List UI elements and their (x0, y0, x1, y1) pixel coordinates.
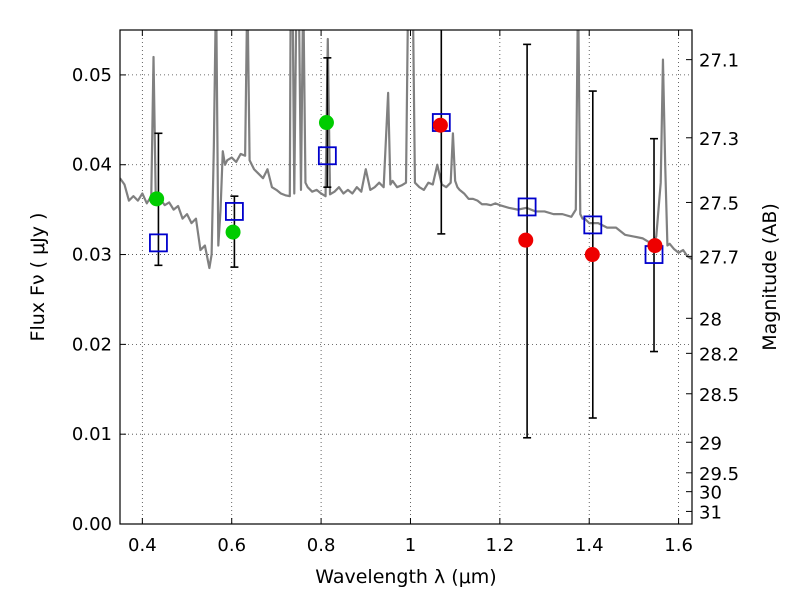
square-marker-1 (224, 202, 244, 221)
plot-area (120, 30, 692, 439)
y-tick-label-1: 0.01 (72, 424, 112, 445)
green-circle-marker-0 (149, 191, 165, 207)
x-tick-label-1: 0.6 (217, 535, 246, 556)
right-tick-label-8: 29.5 (699, 464, 739, 485)
right-tick-label-0: 27.1 (699, 51, 739, 72)
right-tick-label-9: 30 (699, 483, 722, 504)
x-tick-label-4: 1.2 (486, 535, 515, 556)
right-tick-label-4: 28 (699, 309, 722, 330)
x-tick-label-0: 0.4 (128, 535, 157, 556)
y-tick-label-5: 0.05 (72, 65, 112, 86)
axis-ticks: 0.4 0.6 0.8 1 1.2 1.4 1.6 0.00 0.01 0.02 0.03 0.04 0… (72, 30, 739, 556)
x-axis-label: Wavelength λ (μm) (315, 566, 496, 588)
right-tick-label-3: 27.7 (699, 247, 739, 268)
square-marker-5 (583, 215, 603, 235)
square-marker-0 (149, 233, 168, 253)
right-tick-label-7: 29 (699, 433, 722, 454)
y-tick-label-3: 0.03 (72, 245, 112, 266)
right-tick-label-2: 27.5 (699, 193, 739, 214)
y-axis-label: Flux Fν ( μJy ) (27, 213, 49, 342)
x-tick-label-6: 1.6 (664, 535, 693, 556)
green-circle-marker-2 (318, 115, 334, 131)
right-tick-label-10: 31 (699, 502, 722, 523)
right-tick-label-1: 27.3 (699, 129, 739, 150)
x-tick-label-5: 1.4 (575, 535, 604, 556)
model-spectrum-line (120, 30, 692, 270)
right-tick-label-5: 28.2 (699, 344, 739, 365)
x-tick-label-2: 0.8 (307, 535, 336, 556)
y-tick-label-0: 0.00 (72, 514, 112, 535)
green-circle-marker-1 (225, 224, 241, 240)
red-circle-marker-3 (647, 238, 663, 254)
x-tick-label-3: 1 (405, 535, 416, 556)
red-circle-marker-1 (518, 232, 534, 248)
y-tick-label-4: 0.04 (72, 155, 112, 176)
square-marker-4 (517, 197, 537, 217)
red-circle-marker-2 (584, 247, 600, 263)
square-marker-2 (317, 146, 337, 166)
plot-frame (119, 29, 693, 525)
y-tick-label-2: 0.02 (72, 334, 112, 355)
red-circle-marker-0 (432, 117, 448, 133)
right-tick-label-6: 28.5 (699, 385, 739, 406)
right-axis-label: Magnitude (AB) (759, 203, 781, 351)
